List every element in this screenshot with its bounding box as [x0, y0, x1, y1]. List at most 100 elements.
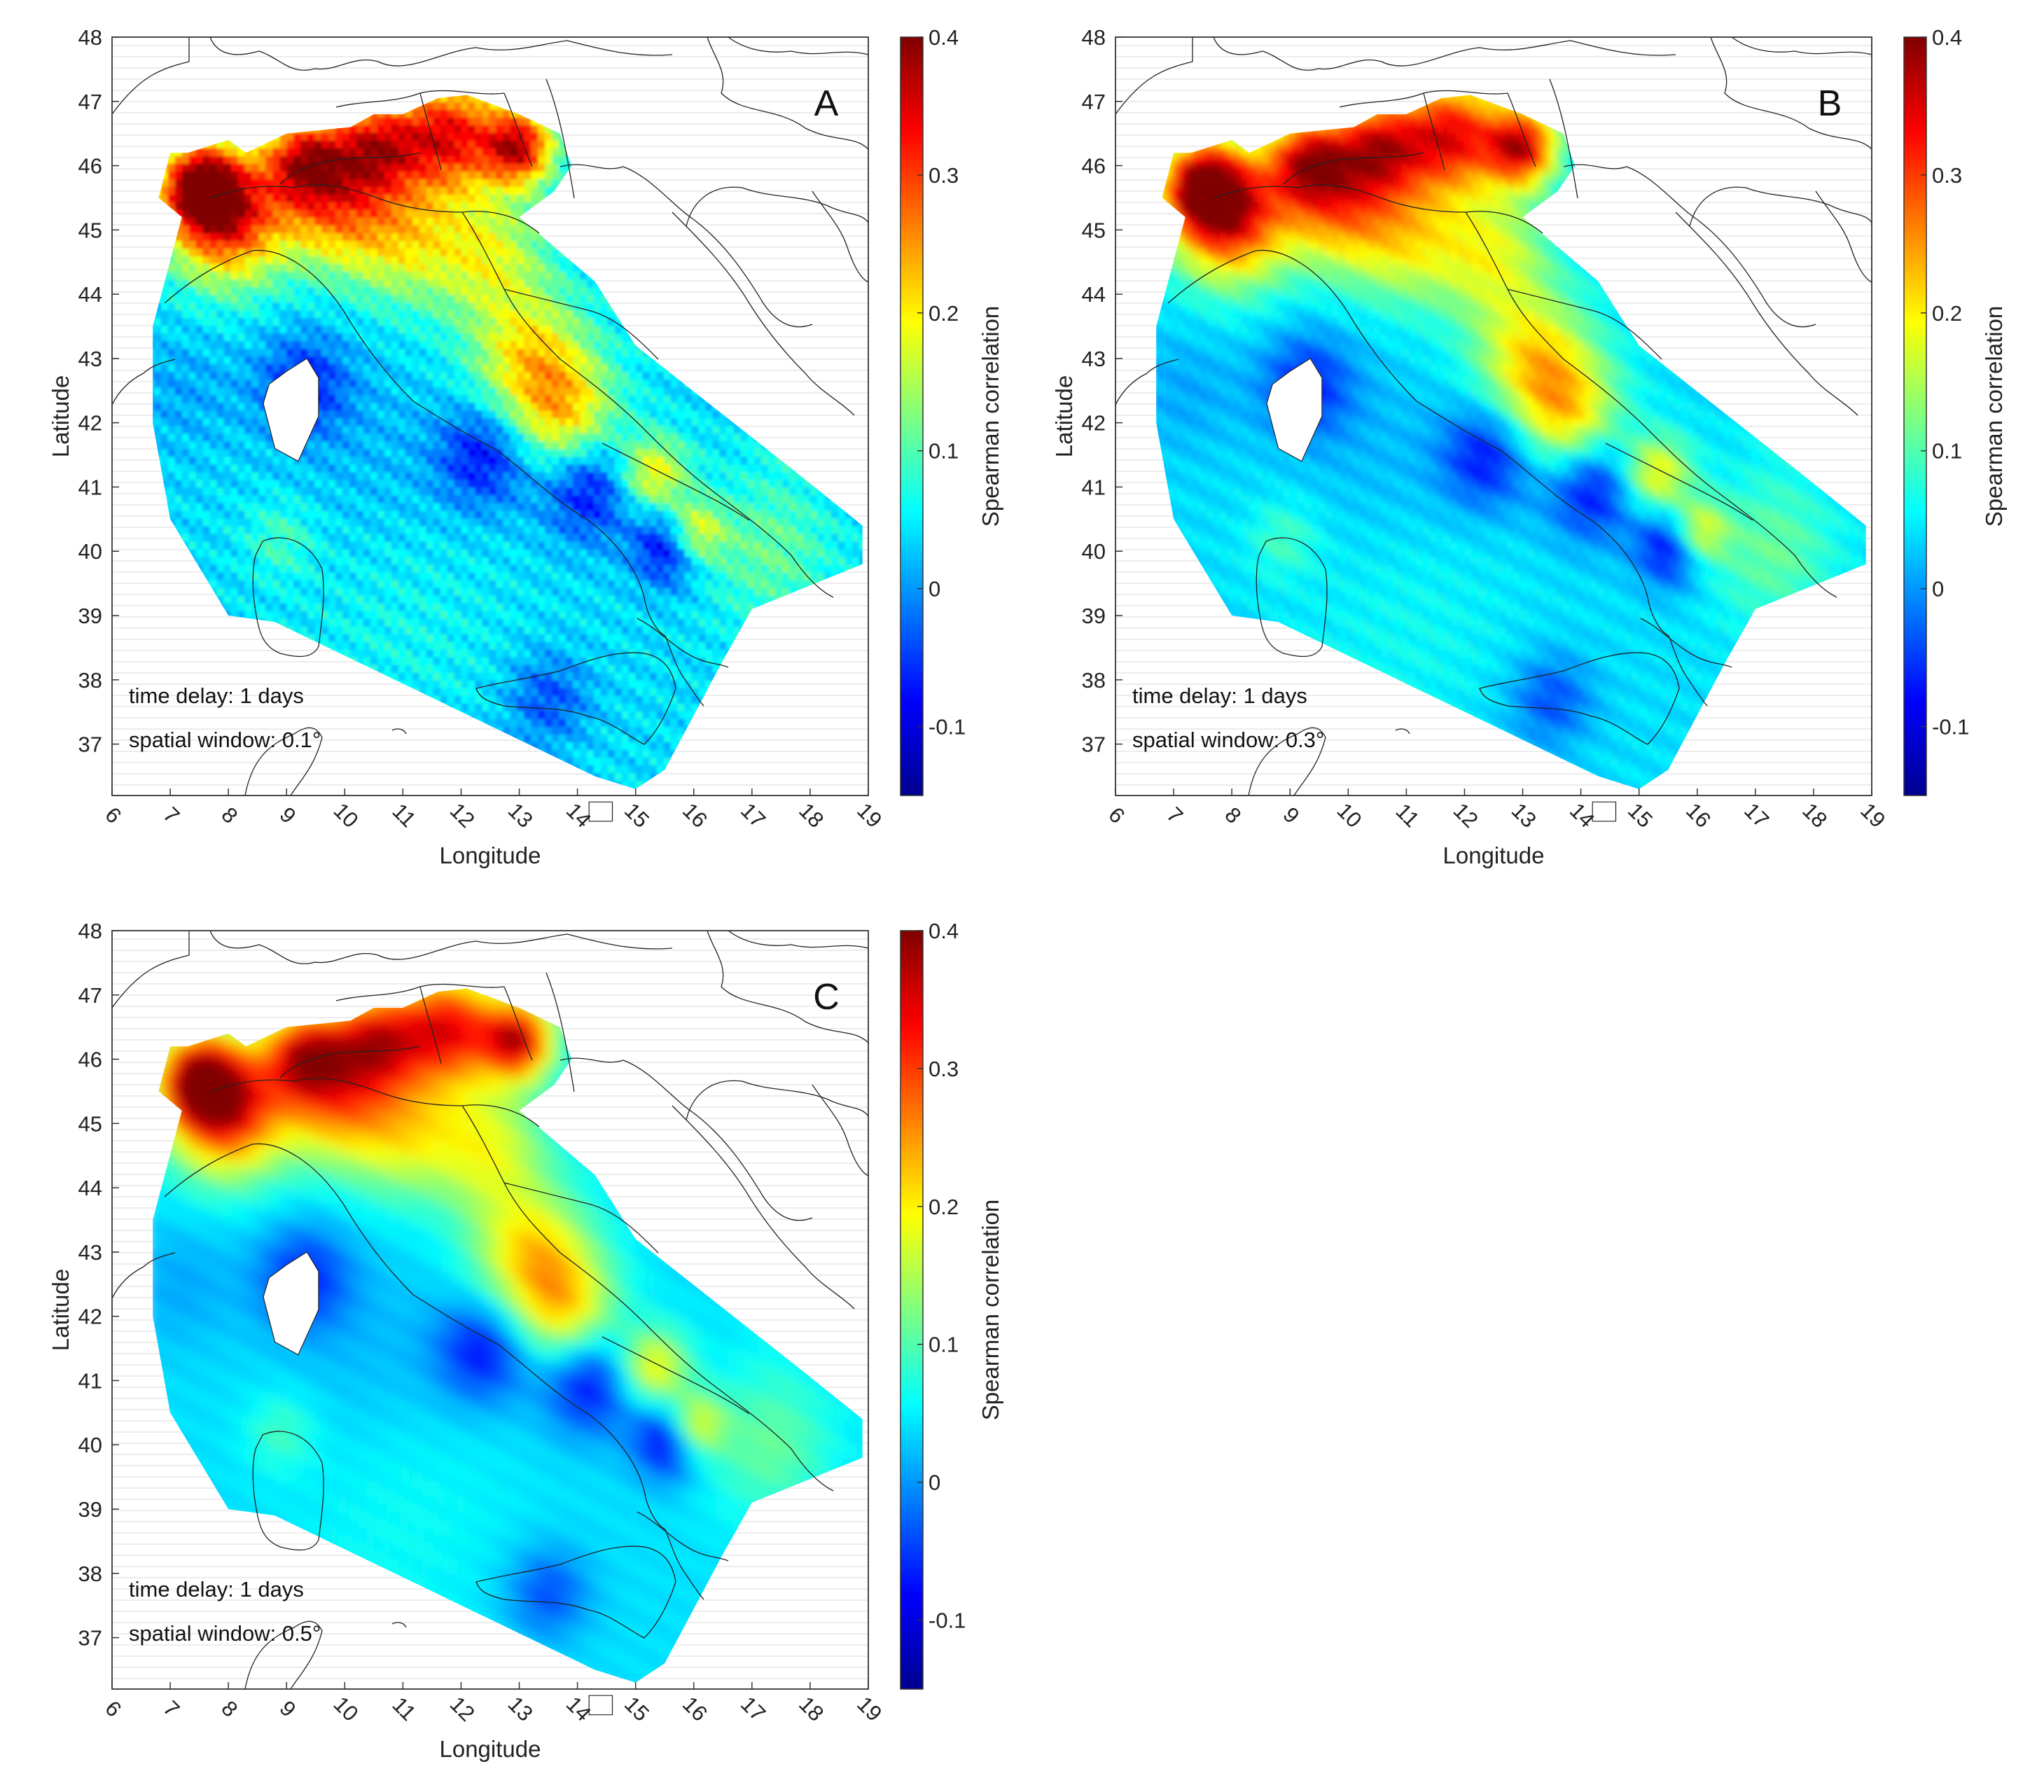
- y-tick-label: 41: [78, 475, 102, 499]
- y-tick-label: 42: [78, 411, 102, 436]
- y-tick-label: 44: [78, 282, 102, 307]
- colorbar-tick-label: 0.4: [929, 919, 959, 943]
- x-tick-label: 10: [329, 798, 363, 833]
- x-tick-label: 7: [1162, 803, 1188, 828]
- y-tick-label: 46: [1082, 154, 1106, 179]
- spatial-window-annotation: spatial window: 0.1°: [129, 728, 321, 752]
- malta-island: [588, 1695, 613, 1716]
- malta-island: [1592, 801, 1617, 822]
- x-tick-label: 16: [678, 1692, 712, 1726]
- x-tick-label: 9: [275, 803, 301, 828]
- colorbar-tick-label: 0.4: [1932, 25, 1962, 50]
- y-tick-label: 48: [78, 919, 102, 943]
- x-tick-label: 19: [852, 1692, 887, 1726]
- y-tick-label: 38: [78, 1562, 102, 1586]
- x-tick-label: 17: [736, 1692, 770, 1726]
- spatial-window-annotation: spatial window: 0.3°: [1132, 728, 1324, 752]
- y-tick-label: 45: [78, 1111, 102, 1136]
- y-tick-label: 47: [1082, 90, 1106, 114]
- colorbar-tick-label: 0: [929, 1471, 940, 1495]
- x-tick-label: 7: [158, 803, 184, 828]
- colorbar-tick-label: 0: [1932, 577, 1944, 602]
- y-tick-label: 48: [1082, 25, 1106, 50]
- x-tick-label: 16: [1681, 798, 1716, 833]
- colorbar-tick-label: 0.4: [929, 25, 959, 50]
- y-tick-label: 37: [78, 1626, 102, 1651]
- colorbar-gradient: [900, 36, 924, 796]
- axes-frame: [1115, 36, 1872, 796]
- colorbar-label: Spearman correlation: [1981, 306, 2007, 527]
- colorbar-tick-label: -0.1: [1932, 715, 1969, 739]
- y-tick-label: 45: [78, 218, 102, 242]
- y-axis-label: Latitude: [48, 1269, 74, 1351]
- y-tick-label: 42: [78, 1305, 102, 1329]
- y-tick-label: 38: [78, 668, 102, 693]
- x-tick-label: 17: [1739, 798, 1774, 833]
- x-tick-label: 11: [387, 1692, 421, 1725]
- x-tick-label: 11: [1391, 798, 1424, 832]
- colorbar-tick-label: 0.3: [929, 1057, 959, 1081]
- x-tick-label: 6: [100, 803, 126, 828]
- x-tick-label: 18: [794, 1692, 828, 1726]
- y-tick-label: 46: [78, 1048, 102, 1072]
- spatial-window-annotation: spatial window: 0.5°: [129, 1621, 321, 1646]
- y-tick-label: 48: [78, 25, 102, 50]
- y-tick-label: 43: [78, 1240, 102, 1265]
- y-axis-label: Latitude: [48, 375, 74, 457]
- y-tick-label: 43: [1082, 347, 1106, 371]
- x-tick-label: 12: [1449, 798, 1483, 833]
- colorbar-gradient: [900, 930, 924, 1690]
- x-tick-label: 9: [1279, 803, 1305, 828]
- colorbar-tick-label: 0.2: [1932, 301, 1962, 326]
- colorbar-tick-label: 0.2: [929, 1195, 959, 1219]
- time-delay-annotation: time delay: 1 days: [129, 683, 304, 708]
- y-tick-label: 37: [1082, 732, 1106, 757]
- x-tick-label: 8: [1220, 803, 1246, 828]
- colorbar-gradient: [1903, 36, 1927, 796]
- colorbar-label: Spearman correlation: [978, 306, 1003, 527]
- x-tick-label: 15: [620, 1692, 654, 1726]
- colorbar-tick-label: 0.2: [929, 301, 959, 326]
- x-tick-label: 12: [445, 1692, 480, 1726]
- y-tick-label: 40: [1082, 539, 1106, 564]
- colorbar-tick-label: -0.1: [929, 1609, 966, 1633]
- x-tick-label: 15: [620, 798, 654, 833]
- y-tick-label: 40: [78, 1433, 102, 1457]
- panel-label: C: [813, 977, 840, 1017]
- colorbar-label: Spearman correlation: [978, 1200, 1003, 1421]
- y-tick-label: 39: [78, 604, 102, 628]
- colorbar-tick-label: 0.1: [929, 439, 959, 464]
- y-tick-label: 41: [78, 1368, 102, 1393]
- colorbar-tick-label: 0: [929, 577, 940, 602]
- colorbar: 0.4 0.3 0.2 0.1 0 -0.1 Spearman correlation: [1903, 25, 2007, 796]
- malta-island: [588, 801, 613, 822]
- x-tick-label: 9: [275, 1696, 301, 1722]
- y-tick-label: 45: [1082, 218, 1106, 242]
- corsica-island: [263, 358, 319, 462]
- colorbar-tick-label: 0.3: [1932, 163, 1962, 188]
- colorbar-tick-label: 0.1: [929, 1333, 959, 1357]
- x-tick-label: 13: [1507, 798, 1541, 833]
- x-tick-label: 15: [1623, 798, 1657, 833]
- x-tick-label: 10: [1333, 798, 1367, 833]
- x-tick-label: 16: [678, 798, 712, 833]
- x-tick-label: 17: [736, 798, 770, 833]
- country-borders: [1115, 36, 1872, 796]
- time-delay-annotation: time delay: 1 days: [129, 1577, 304, 1602]
- y-tick-label: 39: [78, 1497, 102, 1522]
- x-axis-label: Longitude: [1443, 842, 1545, 868]
- y-tick-label: 44: [78, 1176, 102, 1200]
- x-tick-label: 8: [216, 1696, 242, 1722]
- x-tick-label: 6: [1104, 803, 1129, 828]
- colorbar-tick-label: 0.1: [1932, 439, 1962, 464]
- panel-label: B: [1818, 83, 1842, 124]
- panel-label: A: [814, 83, 839, 124]
- x-tick-label: 7: [158, 1696, 184, 1722]
- y-tick-label: 40: [78, 539, 102, 564]
- y-tick-label: 39: [1082, 604, 1106, 628]
- country-borders: [111, 930, 869, 1690]
